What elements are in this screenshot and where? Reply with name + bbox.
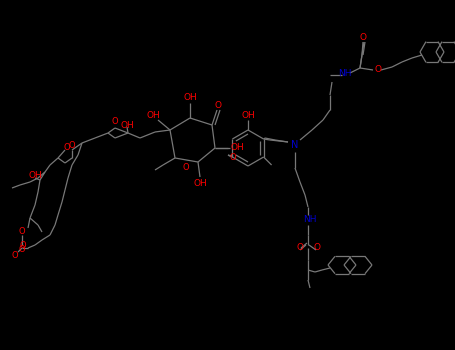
Text: O: O	[230, 154, 236, 162]
Text: O: O	[64, 142, 71, 152]
Text: OH: OH	[183, 93, 197, 103]
Text: O: O	[19, 228, 25, 237]
Text: O: O	[19, 245, 25, 254]
Text: O: O	[20, 240, 26, 250]
Text: O: O	[374, 65, 381, 75]
Text: O: O	[313, 244, 320, 252]
Text: O: O	[12, 251, 18, 259]
Text: O: O	[69, 140, 76, 149]
Text: OH: OH	[193, 178, 207, 188]
Text: O: O	[359, 34, 366, 42]
Text: OH: OH	[241, 111, 255, 119]
Text: OH: OH	[120, 120, 134, 130]
Text: O: O	[214, 100, 222, 110]
Text: O: O	[183, 162, 189, 172]
Text: OH: OH	[146, 111, 160, 119]
Text: OH: OH	[28, 170, 42, 180]
Text: OH: OH	[230, 144, 244, 153]
Text: O: O	[297, 244, 303, 252]
Text: NH: NH	[303, 216, 317, 224]
Text: N: N	[291, 140, 298, 150]
Text: NH: NH	[338, 69, 352, 77]
Text: O: O	[111, 118, 118, 126]
